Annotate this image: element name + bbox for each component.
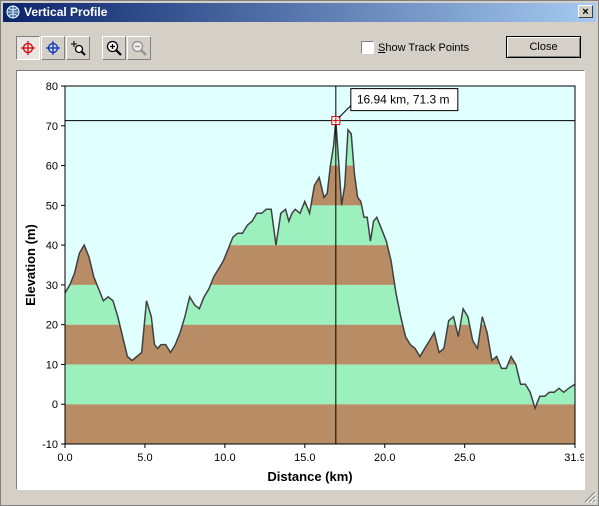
- zoom-in-button[interactable]: [102, 36, 126, 60]
- cursor-tool-button[interactable]: [16, 36, 40, 60]
- crosshair-tool-button[interactable]: [41, 36, 65, 60]
- window-close-button[interactable]: ×: [578, 5, 593, 18]
- y-tick-label: 0: [52, 399, 58, 411]
- x-tick-label: 15.0: [294, 452, 315, 464]
- x-tick-label: 20.0: [374, 452, 395, 464]
- y-axis-label: Elevation (m): [23, 224, 38, 306]
- y-tick-label: 30: [46, 280, 58, 292]
- show-track-points-label: Show Track Points: [378, 42, 470, 54]
- zoom-out-icon: [131, 40, 147, 56]
- cursor-readout-label: 16.94 km, 71.3 m: [357, 93, 450, 107]
- cursor-readout-box: [350, 88, 459, 112]
- globe-icon: [6, 5, 20, 19]
- y-tick-label: 70: [46, 121, 58, 133]
- plot-border: [64, 85, 576, 445]
- close-button[interactable]: Close: [506, 36, 581, 58]
- x-tick-label: 25.0: [454, 452, 475, 464]
- elevation-band: [65, 364, 575, 405]
- elevation-band: [65, 404, 575, 444]
- x-tick-label: 10.0: [214, 452, 235, 464]
- zoom-out-button[interactable]: [127, 36, 151, 60]
- zoom-region-button[interactable]: [66, 36, 90, 60]
- window-title: Vertical Profile: [24, 5, 108, 19]
- checkbox-box[interactable]: [361, 41, 374, 54]
- resize-grip-icon[interactable]: [584, 491, 596, 503]
- zoom-in-icon: [106, 40, 122, 56]
- cursor-callout-leader: [338, 104, 353, 118]
- y-tick-label: 80: [46, 81, 58, 93]
- x-tick-label: 31.9: [564, 452, 584, 464]
- y-tick-label: 20: [46, 320, 58, 332]
- elevation-profile-line: [64, 120, 576, 411]
- y-tick-label: 10: [46, 359, 58, 371]
- y-tick-label: 40: [46, 240, 58, 252]
- elevation-profile-chart[interactable]: -10 0 10 20 30 40 50 60 70 80 0.0 5.0 10.0 15.0 20.0 25…: [17, 71, 584, 489]
- y-tick-label: 60: [46, 161, 58, 173]
- blue-crosshair-icon: [46, 41, 60, 55]
- zoom-region-icon: [71, 41, 86, 56]
- y-tick-label: 50: [46, 200, 58, 212]
- red-crosshair-icon: [21, 41, 35, 55]
- x-tick-label: 0.0: [57, 452, 72, 464]
- x-axis-label: Distance (km): [267, 469, 352, 484]
- cursor-marker-cross: [332, 117, 339, 124]
- title-bar[interactable]: Vertical Profile ×: [3, 3, 596, 22]
- y-tick-label: -10: [42, 439, 58, 451]
- x-tick-label: 5.0: [137, 452, 152, 464]
